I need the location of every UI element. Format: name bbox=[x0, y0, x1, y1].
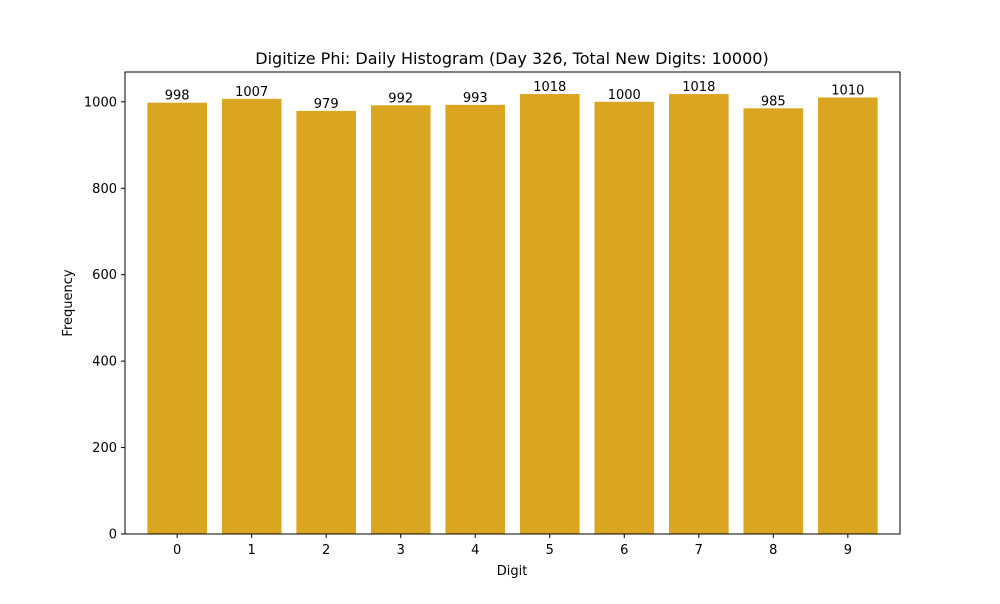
data-label-3: 992 bbox=[388, 91, 413, 106]
bar-7 bbox=[668, 94, 729, 534]
y-tick-label-200: 200 bbox=[92, 441, 117, 456]
x-tick-label-2: 2 bbox=[322, 543, 330, 558]
y-axis-label: Frequency bbox=[61, 269, 76, 336]
data-label-0: 998 bbox=[165, 89, 190, 104]
x-tick-label-0: 0 bbox=[173, 543, 181, 558]
data-label-2: 979 bbox=[314, 97, 339, 112]
bar-3 bbox=[370, 105, 431, 534]
x-tick-label-8: 8 bbox=[769, 543, 777, 558]
x-tick-label-7: 7 bbox=[695, 543, 703, 558]
x-tick-label-1: 1 bbox=[248, 543, 256, 558]
y-tick-label-800: 800 bbox=[92, 182, 117, 197]
y-axis: 0 200 400 600 800 1000 bbox=[84, 95, 125, 543]
bars-layer bbox=[147, 94, 878, 535]
x-tick-label-4: 4 bbox=[471, 543, 479, 558]
x-tick-label-5: 5 bbox=[546, 543, 554, 558]
data-label-4: 993 bbox=[463, 91, 488, 106]
x-tick-label-9: 9 bbox=[844, 543, 852, 558]
y-tick-label-400: 400 bbox=[92, 355, 117, 370]
bar-4 bbox=[445, 104, 506, 535]
data-label-8: 985 bbox=[761, 94, 786, 109]
x-axis-label: Digit bbox=[497, 564, 528, 579]
chart-title: Digitize Phi: Daily Histogram (Day 326, … bbox=[255, 49, 768, 68]
x-tick-label-6: 6 bbox=[620, 543, 628, 558]
data-label-5: 1018 bbox=[533, 80, 566, 95]
x-axis: 0 1 2 3 4 5 6 7 8 9 bbox=[173, 534, 852, 558]
bar-8 bbox=[743, 108, 804, 534]
y-tick-label-600: 600 bbox=[92, 268, 117, 283]
bar-2 bbox=[296, 110, 357, 534]
plot-frame bbox=[124, 71, 901, 535]
x-tick-label-3: 3 bbox=[397, 543, 405, 558]
y-tick-label-1000: 1000 bbox=[84, 95, 117, 110]
bar-5 bbox=[519, 94, 580, 534]
bar-9 bbox=[818, 97, 878, 534]
data-label-6: 1000 bbox=[608, 88, 641, 103]
bar-0 bbox=[147, 102, 207, 534]
data-labels-layer: 998 1007 979 992 993 1018 1000 1018 985 1010 bbox=[165, 80, 865, 112]
data-label-9: 1010 bbox=[831, 83, 864, 98]
y-tick-label-0: 0 bbox=[109, 528, 117, 543]
bar-1 bbox=[221, 98, 282, 534]
data-label-1: 1007 bbox=[235, 85, 268, 100]
bar-6 bbox=[594, 101, 655, 534]
data-label-7: 1018 bbox=[682, 80, 715, 95]
